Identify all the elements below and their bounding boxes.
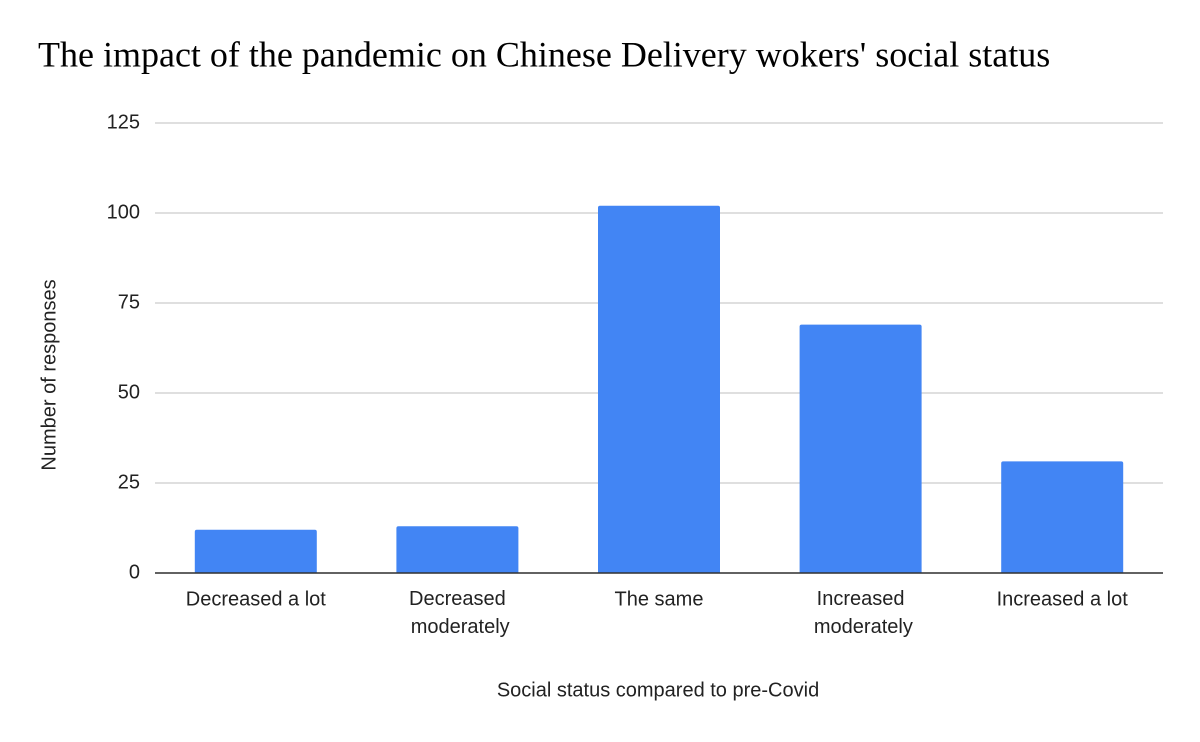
x-tick-label: Increased a lot — [997, 588, 1129, 610]
bar — [396, 526, 519, 573]
y-tick-label: 50 — [118, 381, 140, 403]
bar — [194, 529, 317, 573]
x-tick-label: Decreased moderately — [405, 588, 510, 638]
x-tick-label: Decreased a lot — [186, 588, 327, 610]
y-tick-label: 75 — [118, 291, 140, 313]
chart-title: The impact of the pandemic on Chinese De… — [38, 34, 1050, 74]
y-tick-label: 100 — [107, 201, 140, 223]
bar — [598, 205, 720, 574]
x-axis-title: Social status compared to pre-Covid — [497, 679, 819, 701]
x-tick-label: Increased moderately — [808, 588, 913, 638]
y-tick-label: 125 — [107, 111, 140, 133]
y-axis-title: Number of responses — [38, 279, 60, 470]
y-tick-label: 0 — [129, 561, 140, 583]
bar — [799, 324, 922, 573]
x-tick-label: The same — [615, 588, 704, 610]
y-tick-label: 25 — [118, 471, 140, 493]
bar — [1001, 461, 1124, 573]
